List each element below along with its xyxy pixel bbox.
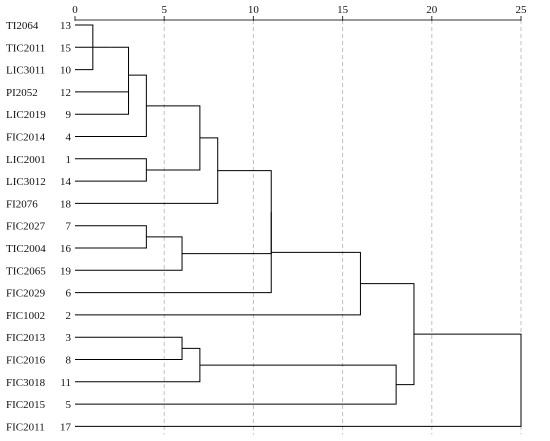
tick-label: 5 xyxy=(161,4,167,16)
merge-link xyxy=(75,212,272,294)
merge-link xyxy=(75,336,183,360)
leaf-id: 16 xyxy=(60,243,72,255)
tick-label: 0 xyxy=(72,4,78,16)
merge-link xyxy=(75,91,130,115)
tick-label: 20 xyxy=(426,4,438,16)
leaf-label: LIC2019 xyxy=(6,109,46,121)
leaf-label: LIC2001 xyxy=(6,154,46,166)
merge-link xyxy=(75,251,361,316)
tick-label: 10 xyxy=(248,4,260,16)
merge-link xyxy=(75,236,183,271)
leaf-id: 6 xyxy=(66,288,72,300)
leaf-id: 4 xyxy=(66,132,72,144)
merge-link xyxy=(146,105,201,171)
merge-link xyxy=(110,46,130,104)
leaf-id: 18 xyxy=(60,198,72,210)
leaf-id: 10 xyxy=(60,65,72,77)
leaf-id: 8 xyxy=(66,355,72,367)
leaf-label: FI2076 xyxy=(6,198,38,210)
leaf-label: LIC3012 xyxy=(6,176,46,188)
leaf-id: 3 xyxy=(66,332,72,344)
leaf-label: FIC2016 xyxy=(6,355,46,367)
merge-link xyxy=(75,347,201,383)
merge-link xyxy=(182,170,272,255)
leaf-label: FIC2015 xyxy=(6,399,46,411)
leaf-label: FIC2011 xyxy=(6,421,45,433)
leaf-label: FIC2029 xyxy=(6,288,46,300)
merge-link xyxy=(75,333,522,427)
leaf-id: 1 xyxy=(66,154,72,166)
leaf-id: 14 xyxy=(60,176,72,188)
leaf-label: FIC1002 xyxy=(6,310,45,322)
dendrogram-links xyxy=(75,24,522,427)
leaf-id: 7 xyxy=(66,221,72,233)
leaf-id: 11 xyxy=(60,377,71,389)
merge-link xyxy=(75,74,147,137)
leaf-label: FIC2027 xyxy=(6,221,46,233)
leaf-id: 15 xyxy=(60,42,72,54)
leaf-id: 17 xyxy=(60,421,72,433)
leaf-label: TI2064 xyxy=(6,20,39,32)
merge-link xyxy=(75,158,147,182)
leaf-label: FIC2013 xyxy=(6,332,46,344)
leaf-id: 12 xyxy=(60,87,71,99)
leaf-label: FIC2014 xyxy=(6,132,46,144)
tick-label: 25 xyxy=(516,4,528,16)
leaf-label: TIC2065 xyxy=(6,265,46,277)
leaf-id: 13 xyxy=(60,20,72,32)
leaf-label: TIC2011 xyxy=(6,42,45,54)
leaf-id: 5 xyxy=(66,399,72,411)
leaf-label: LIC3011 xyxy=(6,65,45,77)
leaf-label: PI2052 xyxy=(6,87,38,99)
merge-link xyxy=(360,283,415,386)
leaf-label: TIC2004 xyxy=(6,243,46,255)
merge-link xyxy=(75,364,397,405)
merge-link xyxy=(75,225,147,249)
leaf-id: 19 xyxy=(60,265,72,277)
tick-label: 15 xyxy=(337,4,349,16)
x-axis: 0 5 10 15 20 25 xyxy=(72,4,527,21)
leaf-label: FIC3018 xyxy=(6,377,46,389)
leaf-id: 9 xyxy=(66,109,72,121)
leaf-id: 2 xyxy=(66,310,72,322)
gridlines xyxy=(163,20,522,435)
